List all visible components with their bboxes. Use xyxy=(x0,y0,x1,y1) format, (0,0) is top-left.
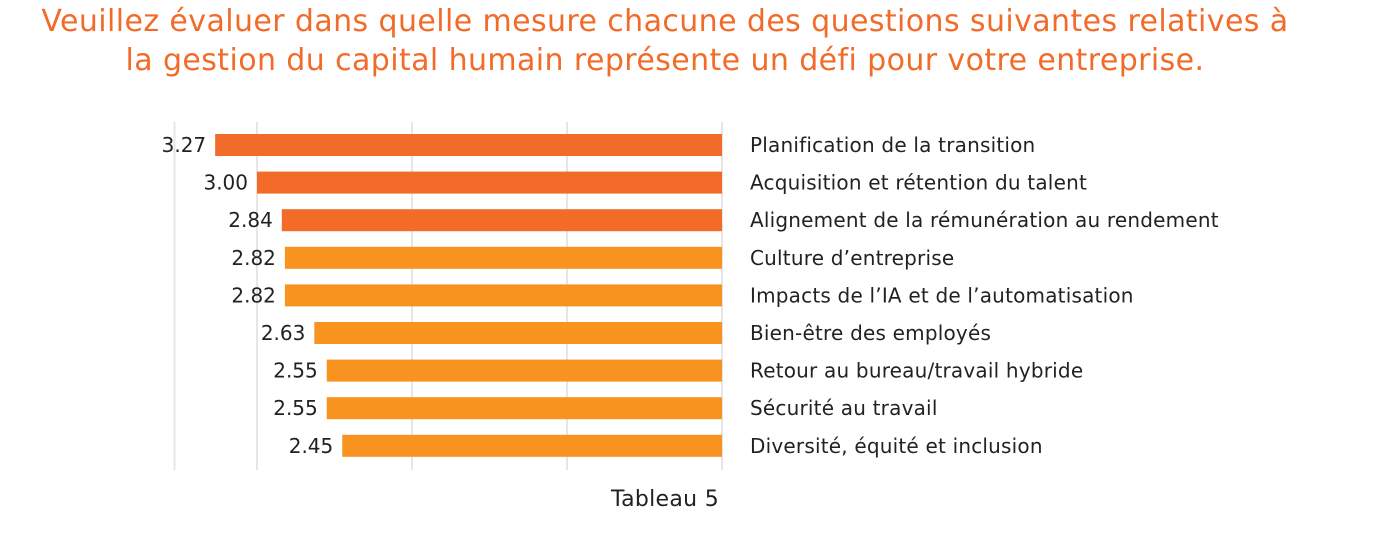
bar-value-label: 2.84 xyxy=(228,208,273,232)
category-label: Alignement de la rémunération au rendeme… xyxy=(750,208,1219,232)
category-label: Acquisition et rétention du talent xyxy=(750,171,1087,195)
bar xyxy=(257,171,722,194)
bar-value-label: 2.55 xyxy=(273,396,318,420)
bar xyxy=(342,434,722,457)
bar-value-label: 2.82 xyxy=(231,283,276,307)
bar-value-label: 2.82 xyxy=(231,246,276,270)
bar xyxy=(284,246,722,269)
bar-value-label: 2.45 xyxy=(289,434,334,458)
category-label: Sécurité au travail xyxy=(750,396,938,420)
category-label: Culture d’entreprise xyxy=(750,246,954,270)
bar-value-label: 3.27 xyxy=(162,133,207,157)
bar xyxy=(284,284,722,307)
category-label: Diversité, équité et inclusion xyxy=(750,434,1043,458)
chart-caption: Tableau 5 xyxy=(610,487,719,512)
bar xyxy=(215,134,722,156)
category-label: Bien-être des employés xyxy=(750,321,991,345)
bar-value-label: 3.00 xyxy=(203,171,248,195)
category-label: Impacts de l’IA et de l’automatisation xyxy=(750,283,1134,307)
bar-value-label: 2.63 xyxy=(261,321,306,345)
bar xyxy=(326,359,722,382)
bar-chart: 3.27 Planification de la transition 3.00 Ac… xyxy=(162,122,1219,470)
chart-title: Veuillez évaluer dans quelle mesure chac… xyxy=(0,2,1330,80)
category-label: Retour au bureau/travail hybride xyxy=(750,359,1083,383)
chart-title-line-2: la gestion du capital humain représente … xyxy=(125,43,1205,78)
bar xyxy=(326,397,722,420)
category-label: Planification de la transition xyxy=(750,133,1035,157)
bar xyxy=(281,209,722,232)
bar xyxy=(314,322,722,344)
chart-title-line-1: Veuillez évaluer dans quelle mesure chac… xyxy=(41,4,1289,39)
bar-value-label: 2.55 xyxy=(273,359,318,383)
